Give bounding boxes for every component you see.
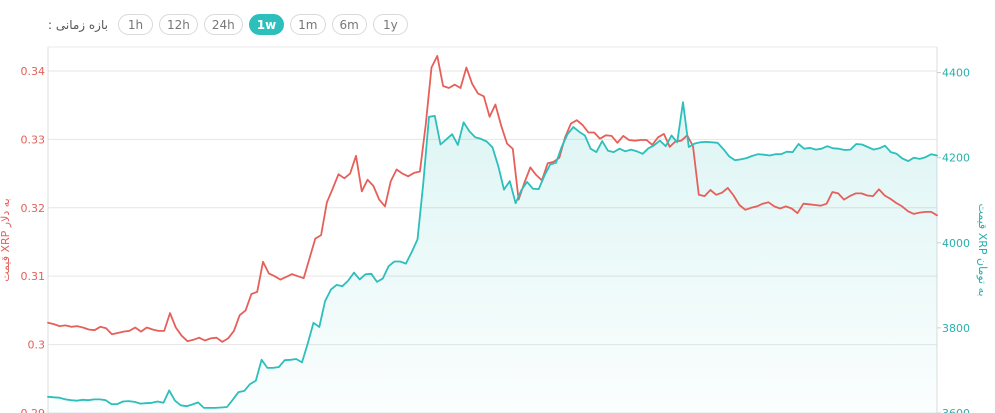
period-button-6m[interactable]: 6m [331, 14, 367, 35]
right-tick-label: 4200 [942, 152, 970, 165]
period-label: بازه زمانی : [48, 17, 108, 32]
period-button-1w[interactable]: 1w [248, 14, 285, 35]
right-tick-label: 3600 [942, 407, 970, 413]
chart-lines [47, 55, 938, 409]
usd-price-line [47, 55, 938, 343]
toman-area [48, 102, 937, 413]
toman-price-line [47, 101, 938, 409]
left-tick-label: 0.34 [21, 65, 46, 78]
axis-ticks: 0.29 0.3 0.31 0.32 0.33 0.34 3600 3800 4000 4200 4… [21, 65, 970, 413]
left-tick-label: 0.3 [28, 339, 46, 352]
left-tick-label: 0.29 [21, 407, 46, 413]
left-tick-label: 0.31 [21, 270, 46, 283]
period-button-24h[interactable]: 24h [203, 14, 243, 35]
right-tick-label: 4000 [942, 237, 970, 250]
right-axis-title: قیمت XRP به تومان [976, 203, 989, 296]
toman-area-fill [48, 102, 937, 413]
period-selector: بازه زمانی : 1h 12h 24h 1w 1m 6m 1y [48, 14, 408, 35]
left-axis-title: قیمت XRP به دلار [0, 198, 12, 282]
right-tick-label: 4400 [942, 67, 970, 80]
period-button-1m[interactable]: 1m [290, 14, 326, 35]
period-button-1y[interactable]: 1y [372, 14, 408, 35]
left-tick-label: 0.32 [21, 202, 46, 215]
left-tick-label: 0.33 [21, 133, 46, 146]
right-tick-label: 3800 [942, 322, 970, 335]
period-button-1h[interactable]: 1h [117, 14, 153, 35]
period-button-12h[interactable]: 12h [158, 14, 198, 35]
